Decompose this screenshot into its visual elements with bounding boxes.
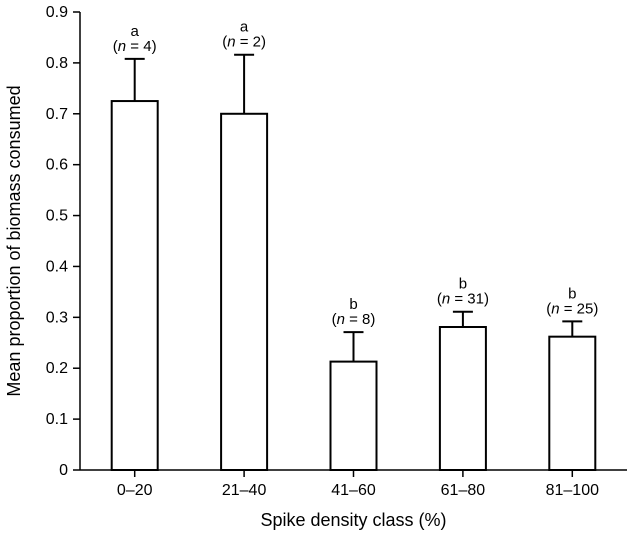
x-tick-label: 0–20: [117, 482, 153, 499]
x-tick-label: 41–60: [331, 482, 376, 499]
sample-size-label: (n = 4): [113, 38, 157, 55]
y-tick-label: 0.8: [46, 55, 68, 72]
x-axis-title: Spike density class (%): [260, 510, 446, 530]
x-tick-label: 81–100: [546, 482, 599, 499]
x-tick-label: 61–80: [441, 482, 486, 499]
x-tick-label: 21–40: [222, 482, 267, 499]
y-tick-label: 0.9: [46, 4, 68, 21]
y-tick-label: 0.3: [46, 309, 68, 326]
y-axis-ticks: 0 0.1 0.2 0.3 0.4 0.5 0.6 0.7 0.8 0.9: [46, 4, 80, 479]
y-tick-label: 0.1: [46, 411, 68, 428]
bar: [329, 360, 378, 471]
sample-size-label: (n = 2): [222, 34, 266, 51]
sample-size-label: (n = 31): [437, 291, 489, 308]
significance-letter: b: [349, 296, 357, 313]
group-annotations: (n = 4)a(n = 2)a(n = 8)b (n = 31)b(n = 25…: [113, 19, 599, 328]
bar: [220, 112, 269, 472]
sample-size-label: (n = 8): [332, 311, 376, 328]
bar: [110, 100, 159, 472]
x-axis-ticks: 0–20 21–40 41–60 61–80 81–100: [117, 470, 599, 499]
significance-letter: a: [131, 23, 140, 40]
bar: [438, 326, 487, 471]
y-tick-label: 0.4: [46, 258, 68, 275]
bar: [548, 335, 597, 471]
sample-size-label: (n = 25): [546, 300, 598, 317]
y-tick-label: 0.2: [46, 360, 68, 377]
y-tick-label: 0: [59, 462, 68, 479]
bars: [110, 100, 597, 472]
significance-letter: a: [240, 19, 249, 36]
y-tick-label: 0.6: [46, 157, 68, 174]
y-tick-label: 0.7: [46, 106, 68, 123]
error-bars: [124, 53, 583, 362]
significance-letter: b: [459, 276, 467, 293]
y-axis-title: Mean proportion of biomass consumed: [4, 85, 24, 396]
significance-letter: b: [568, 285, 576, 302]
y-tick-label: 0.5: [46, 208, 68, 225]
